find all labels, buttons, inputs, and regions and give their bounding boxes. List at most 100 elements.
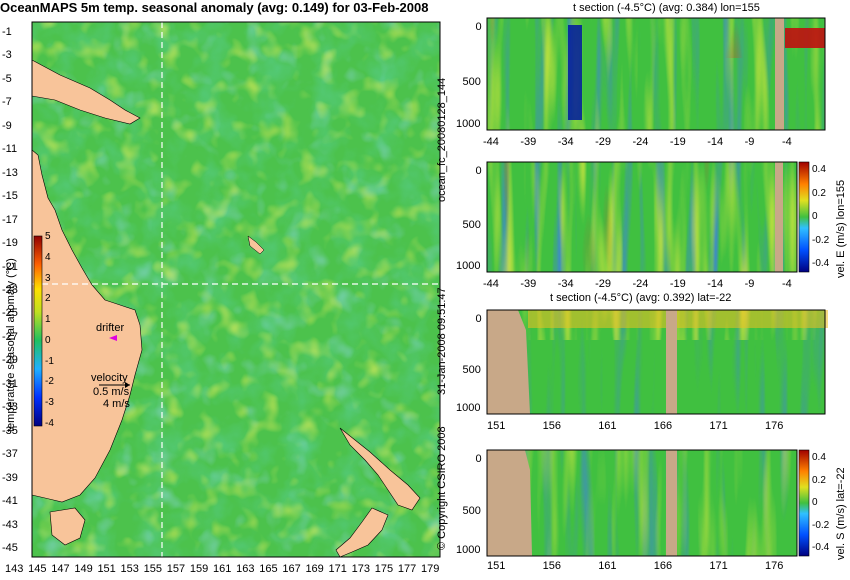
- map-lat-tick: -39: [2, 471, 18, 484]
- map-lat-tick: -3: [2, 49, 12, 62]
- map-lat-tick: -35: [2, 424, 18, 437]
- map-lat-tick: -9: [2, 119, 12, 132]
- section-1-x-tick: -44: [483, 136, 499, 148]
- velocity-value-2: 4 m/s: [103, 398, 130, 410]
- section-2-x-tick: -19: [669, 278, 686, 290]
- section-2-y-tick: 1000: [456, 260, 481, 272]
- section-1-y-tick: 500: [462, 76, 481, 88]
- land-new-caledonia: [247, 235, 265, 255]
- section-2-x-tick: -39: [520, 278, 537, 290]
- section-panel-4: [486, 449, 810, 557]
- velocity-label: velocity: [91, 372, 128, 384]
- map-colorbar-tick: 3: [45, 272, 51, 284]
- velocity-colorbar-tick: 0.4: [812, 452, 826, 463]
- map-lat-tick: -29: [2, 354, 18, 367]
- date-label: 31-Jan-2008 09:51:47: [436, 287, 448, 395]
- map-lat-tick: -27: [2, 330, 18, 343]
- drifter-label: drifter: [96, 322, 125, 334]
- section-3-x-tick: 151: [487, 420, 506, 432]
- section-2-y-tick: 500: [462, 219, 481, 231]
- velocity-colorbar-tick: 0.2: [812, 187, 826, 199]
- map-colorbar-tick: -4: [45, 418, 54, 429]
- colorbar-s-label: vel. S (m/s) lat=-22: [835, 467, 847, 560]
- section-3-title: t section (-4.5°C) (avg: 0.392) lat=-22: [550, 292, 732, 304]
- section-1-y-tick: 0: [475, 21, 482, 33]
- section-1-x-tick: -34: [557, 136, 574, 148]
- map-lat-tick: -19: [2, 237, 18, 250]
- section-panel-3: [486, 309, 828, 415]
- velocity-colorbar-s: [798, 449, 810, 557]
- map-lat-tick: -37: [2, 448, 18, 461]
- drifter-marker: [109, 335, 117, 341]
- map-colorbar-tick: 2: [45, 293, 51, 305]
- section-1-x-tick: -29: [595, 136, 612, 148]
- section-panel-1: [486, 17, 826, 131]
- map-lon-tick: 151: [97, 563, 116, 575]
- section-4-x-tick: 176: [765, 560, 784, 572]
- map-lat-tick: -5: [2, 72, 12, 85]
- map-colorbar-tick: 0: [45, 334, 51, 346]
- velocity-arrow-head: [125, 382, 130, 388]
- section-1-y-tick: 1000: [456, 118, 481, 130]
- section-1-title: t section (-4.5°C) (avg: 0.384) lon=155: [573, 2, 760, 14]
- section-4-x-tick: 161: [598, 560, 617, 572]
- colorbar-e-label: vel. E (m/s) lon=155: [835, 179, 847, 278]
- section-3-x-tick: 166: [653, 420, 673, 432]
- map-colorbar-tick: 1: [45, 314, 51, 326]
- section-1-x-tick: -9: [744, 136, 755, 148]
- section-4-x-tick: 151: [487, 560, 506, 572]
- land-new-zealand-north: [339, 427, 421, 511]
- map-lat-tick: -43: [2, 518, 18, 531]
- velocity-colorbar-e: [798, 161, 810, 273]
- map-lat-tick: -1: [2, 26, 12, 38]
- section-4-x-tick: 156: [542, 560, 561, 572]
- map-lon-tick: 149: [74, 563, 93, 575]
- section-2-x-tick: -44: [483, 278, 499, 290]
- map-lon-tick: 153: [120, 563, 139, 575]
- land-new-guinea: [31, 59, 141, 125]
- forecast-label: ocean_fc_20080128_144: [436, 77, 448, 202]
- section-3-y-tick: 1000: [456, 402, 481, 414]
- map-lon-tick: 163: [236, 563, 255, 575]
- map-lon-tick: 159: [189, 563, 209, 575]
- map-lat-tick: -41: [2, 495, 18, 508]
- section-4-y-tick: 0: [475, 453, 482, 465]
- map-lon-tick: 175: [374, 563, 394, 575]
- map-lat-tick: -31: [2, 377, 18, 390]
- map-title: OceanMAPS 5m temp. seasonal anomaly (avg…: [0, 0, 429, 15]
- map-lat-tick: -17: [2, 213, 18, 226]
- map-colorbar: [33, 235, 43, 427]
- velocity-colorbar-tick: -0.2: [812, 519, 830, 531]
- map-lon-tick: 177: [397, 563, 417, 575]
- map-lon-tick: 157: [166, 563, 186, 575]
- map-lon-tick: 161: [213, 563, 232, 575]
- map-lon-tick: 173: [351, 563, 371, 575]
- section-3-y-tick: 500: [462, 364, 481, 376]
- section-2-x-tick: -4: [782, 278, 792, 290]
- section-4-y-tick: 1000: [456, 544, 481, 556]
- map-lat-tick: -15: [2, 190, 18, 203]
- land-australia: [31, 149, 143, 503]
- map-lat-tick: -33: [2, 401, 18, 414]
- map-lat-tick: -25: [2, 307, 18, 320]
- section-3-x-tick: 156: [542, 420, 561, 432]
- map-lon-tick: 143: [5, 563, 24, 575]
- section-1-x-tick: -24: [632, 136, 649, 148]
- map-colorbar-tick: 4: [45, 251, 51, 263]
- section-2-x-tick: -9: [744, 278, 755, 290]
- map-colorbar-tick: -3: [45, 397, 54, 409]
- section-4-x-tick: 171: [709, 560, 728, 572]
- section-2-x-tick: -29: [595, 278, 612, 290]
- section-3-y-tick: 0: [475, 313, 482, 325]
- velocity-value: 0.5 m/s: [93, 386, 130, 398]
- map-colorbar-tick: -1: [45, 355, 54, 367]
- section-2-x-tick: -34: [557, 278, 574, 290]
- velocity-colorbar-tick: 0.4: [812, 164, 826, 175]
- copyright-label: © Copyright CSIRO 2008: [436, 426, 448, 550]
- section-1-x-tick: -39: [520, 136, 537, 148]
- map-lon-tick: 147: [51, 563, 70, 575]
- map-lon-tick: 155: [143, 563, 163, 575]
- section-2-x-tick: -24: [632, 278, 649, 290]
